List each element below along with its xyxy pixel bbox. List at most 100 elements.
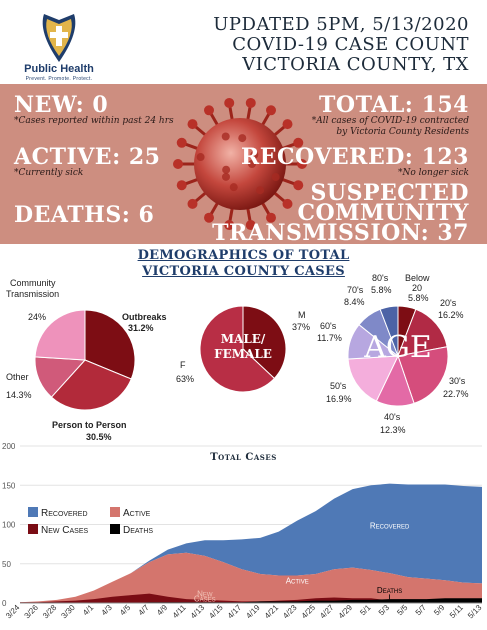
recovered-note: *No longer sick [398,168,469,178]
annotation-new-cases-1: New [197,590,213,599]
y-tick-label: 0 [2,599,7,608]
label-outbreaks: Outbreaks [122,312,167,322]
age-slice-50-s [347,355,399,402]
x-tick-label: 5/5 [395,603,410,618]
legend-swatch-active [110,507,120,517]
deaths-count: DEATHS: 6 [14,202,155,228]
x-tick-label: 5/11 [448,603,465,620]
x-tick-label: 3/24 [4,603,22,621]
annotation-deaths: Deaths [377,586,402,595]
virus-surface-dot [271,173,280,182]
label-80s-pct: 5.8% [371,285,392,295]
transmission-slice-community-transmission [34,309,86,361]
x-tick-label: 4/1 [81,603,96,618]
virus-surface-dot [250,150,259,159]
label-below20-1: Below [405,273,430,283]
label-70s: 70's [347,285,364,295]
label-person-to-person: Person to Person [52,420,127,430]
label-other-pct: 14.3% [6,390,32,400]
label-20s-pct: 16.2% [438,310,464,320]
virus-surface-dot [248,160,256,168]
label-male-pct: 37% [292,322,311,332]
label-female: F [180,360,186,370]
total-note-line2: by Victoria County Residents [336,127,469,137]
active-count: ACTIVE: 25 [14,144,161,170]
x-tick-label: 4/21 [263,603,281,621]
legend-swatch-recovered [28,507,38,517]
label-50s: 50's [330,381,347,391]
label-80s: 80's [372,273,389,283]
x-tick-label: 4/25 [300,603,318,621]
x-tick-label: 4/9 [155,603,170,618]
x-tick-label: 4/7 [137,603,152,618]
label-outbreaks-pct: 31.2% [128,323,154,333]
gender-center-label-2: FEMALE [214,347,272,361]
age-center-label: AGE [364,330,432,365]
gender-pie-chart [199,305,287,393]
suspected-line3: TRANSMISSION: 37 [212,220,469,246]
virus-surface-dot [238,134,247,143]
virus-surface-dot [222,165,231,174]
label-other: Other [6,372,29,382]
virus-spike-tip [173,159,183,169]
virus-spike-tip [187,198,198,209]
transmission-slice-person-to-person [50,359,132,411]
virus-spike-tip [176,180,187,191]
annotation-recovered: Recovered [370,521,410,530]
header-location: VICTORIA COUNTY, TX [242,54,469,75]
x-tick-label: 4/19 [244,603,262,621]
virus-spike-tip [293,180,304,191]
legend-label-deaths: Deaths [123,525,153,536]
age-slice-30-s [397,346,449,404]
virus-surface-dot [229,183,238,192]
label-50s-pct: 16.9% [326,394,352,404]
virus-spike-tip [224,97,235,108]
label-community: Community [10,278,56,288]
x-tick-label: 4/11 [171,603,188,620]
new-count: NEW: 0 [14,92,109,118]
total-note-line1: *All cases of COVID-19 contracted [311,116,469,126]
annotation-active: Active [286,576,309,585]
recovered-count: RECOVERED: 123 [240,144,469,170]
label-20s: 20's [440,298,457,308]
gender-center-label-1: MALE/ [220,332,266,346]
transmission-pie-chart [34,309,136,411]
virus-spike-tip [204,105,214,116]
gender-slice-f [199,305,276,393]
virus-spike-tip [245,97,256,108]
age-slice-20-s [397,308,448,357]
demographics-title-line2: VICTORIA COUNTY CASES [142,264,345,279]
deaths-area [20,598,482,603]
y-tick-label: 150 [2,481,16,490]
x-tick-label: 3/30 [59,603,77,621]
public-health-logo [14,10,104,80]
y-tick-label: 200 [2,442,16,451]
suspected-line1: SUSPECTED [310,180,469,206]
label-below20-2: 20 [412,283,423,293]
label-male: M [298,310,306,320]
legend-label-active: Active [123,508,151,519]
x-tick-label: 4/3 [100,603,115,618]
label-70s-pct: 8.4% [344,297,365,307]
virus-surface-dot [196,153,205,162]
virus-surface-dot [256,186,265,195]
recovered-area [20,483,482,603]
x-tick-label: 5/7 [414,603,429,618]
virus-surface-dot [221,132,230,141]
virus-spike-tip [282,119,293,130]
virus-spike-tip [266,212,276,223]
active-area [20,552,482,603]
label-person-to-person-pct: 30.5% [86,432,112,442]
logo-brand-text: Public Health [24,63,94,75]
total-cases-area-chart: 0 50 100 150 200 3/24 3/26 3/28 3/30 4/1 4/3 4/5 4/… [2,442,484,621]
x-tick-label: 4/5 [118,603,133,618]
transmission-slice-outbreaks [84,309,136,380]
annotation-new-cases-2: Cases [194,594,216,603]
age-pie-chart [347,305,449,407]
label-30s-pct: 22.7% [443,389,469,399]
x-tick-label: 5/3 [377,603,392,618]
coronavirus-icon [173,97,307,231]
legend-label-recovered: Recovered [41,508,88,519]
virus-spike-tip [266,105,276,116]
gender-slice-m [242,305,287,380]
